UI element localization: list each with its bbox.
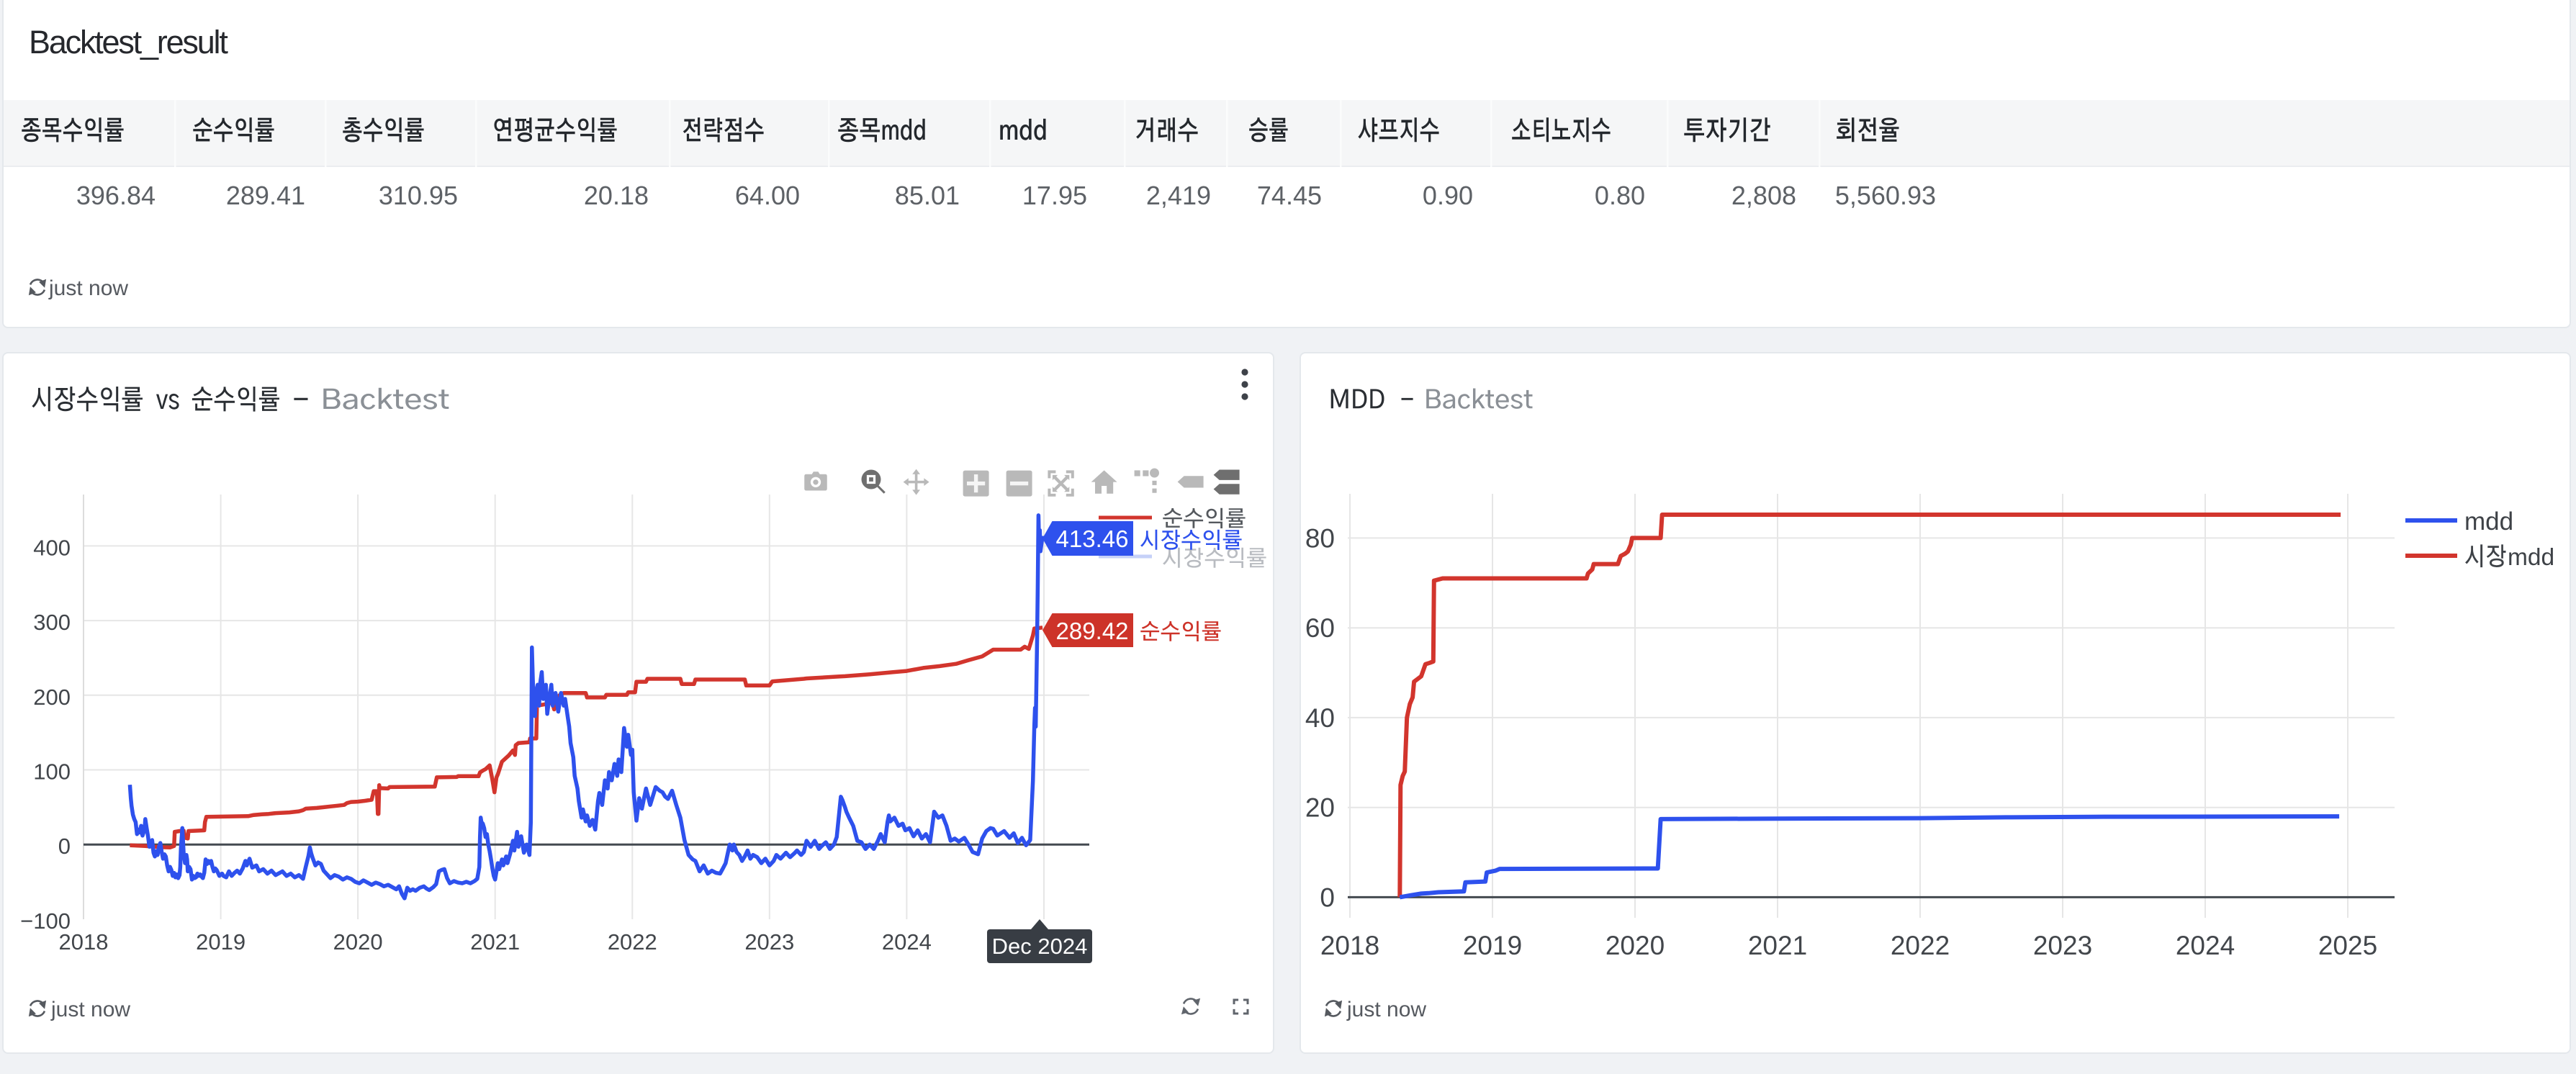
svg-text:0: 0	[58, 834, 71, 859]
svg-text:−100: −100	[20, 908, 71, 934]
svg-text:just now: just now	[1346, 998, 1426, 1021]
svg-text:2018: 2018	[1320, 931, 1379, 960]
svg-text:74.45: 74.45	[1257, 181, 1322, 210]
svg-text:60: 60	[1305, 613, 1335, 643]
svg-text:17.95: 17.95	[1022, 181, 1087, 210]
svg-text:2023: 2023	[744, 929, 794, 955]
svg-text:2024: 2024	[2176, 931, 2235, 960]
svg-text:0: 0	[1320, 883, 1335, 912]
svg-text:2025: 2025	[2318, 931, 2377, 960]
svg-text:mdd: mdd	[2508, 544, 2554, 571]
svg-text:2,808: 2,808	[1731, 181, 1796, 210]
svg-text:2019: 2019	[196, 929, 246, 955]
svg-text:2020: 2020	[1606, 931, 1665, 960]
svg-text:2022: 2022	[1891, 931, 1950, 960]
svg-text:40: 40	[1305, 703, 1335, 733]
svg-text:396.84: 396.84	[76, 181, 156, 210]
svg-text:2022: 2022	[608, 929, 657, 955]
svg-text:Backtest_result: Backtest_result	[29, 24, 228, 60]
svg-text:289.42: 289.42	[1056, 618, 1129, 644]
svg-text:100: 100	[33, 759, 71, 785]
svg-text:2023: 2023	[2033, 931, 2092, 960]
svg-text:just now: just now	[50, 998, 130, 1021]
svg-text:just now: just now	[48, 276, 128, 300]
svg-text:400: 400	[33, 535, 71, 560]
svg-text:2,419: 2,419	[1146, 181, 1211, 210]
svg-text:310.95: 310.95	[379, 181, 458, 210]
svg-text:2020: 2020	[333, 929, 383, 955]
svg-text:5,560.93: 5,560.93	[1835, 181, 1936, 210]
svg-text:200: 200	[33, 685, 71, 710]
svg-text:mdd: mdd	[2464, 507, 2513, 536]
svg-text:Dec 2024: Dec 2024	[992, 934, 1088, 959]
svg-text:20.18: 20.18	[584, 181, 649, 210]
svg-text:2024: 2024	[882, 929, 932, 955]
svg-text:0.90: 0.90	[1423, 181, 1473, 210]
svg-text:289.41: 289.41	[226, 181, 305, 210]
svg-text:0.80: 0.80	[1595, 181, 1645, 210]
svg-text:300: 300	[33, 610, 71, 635]
svg-text:80: 80	[1305, 523, 1335, 553]
svg-text:64.00: 64.00	[735, 181, 800, 210]
svg-text:2021: 2021	[1748, 931, 1807, 960]
svg-text:2021: 2021	[470, 929, 520, 955]
svg-text:2019: 2019	[1463, 931, 1522, 960]
svg-text:20: 20	[1305, 793, 1335, 823]
svg-text:2018: 2018	[59, 929, 109, 955]
svg-text:85.01: 85.01	[895, 181, 960, 210]
svg-text:413.46: 413.46	[1056, 525, 1129, 552]
